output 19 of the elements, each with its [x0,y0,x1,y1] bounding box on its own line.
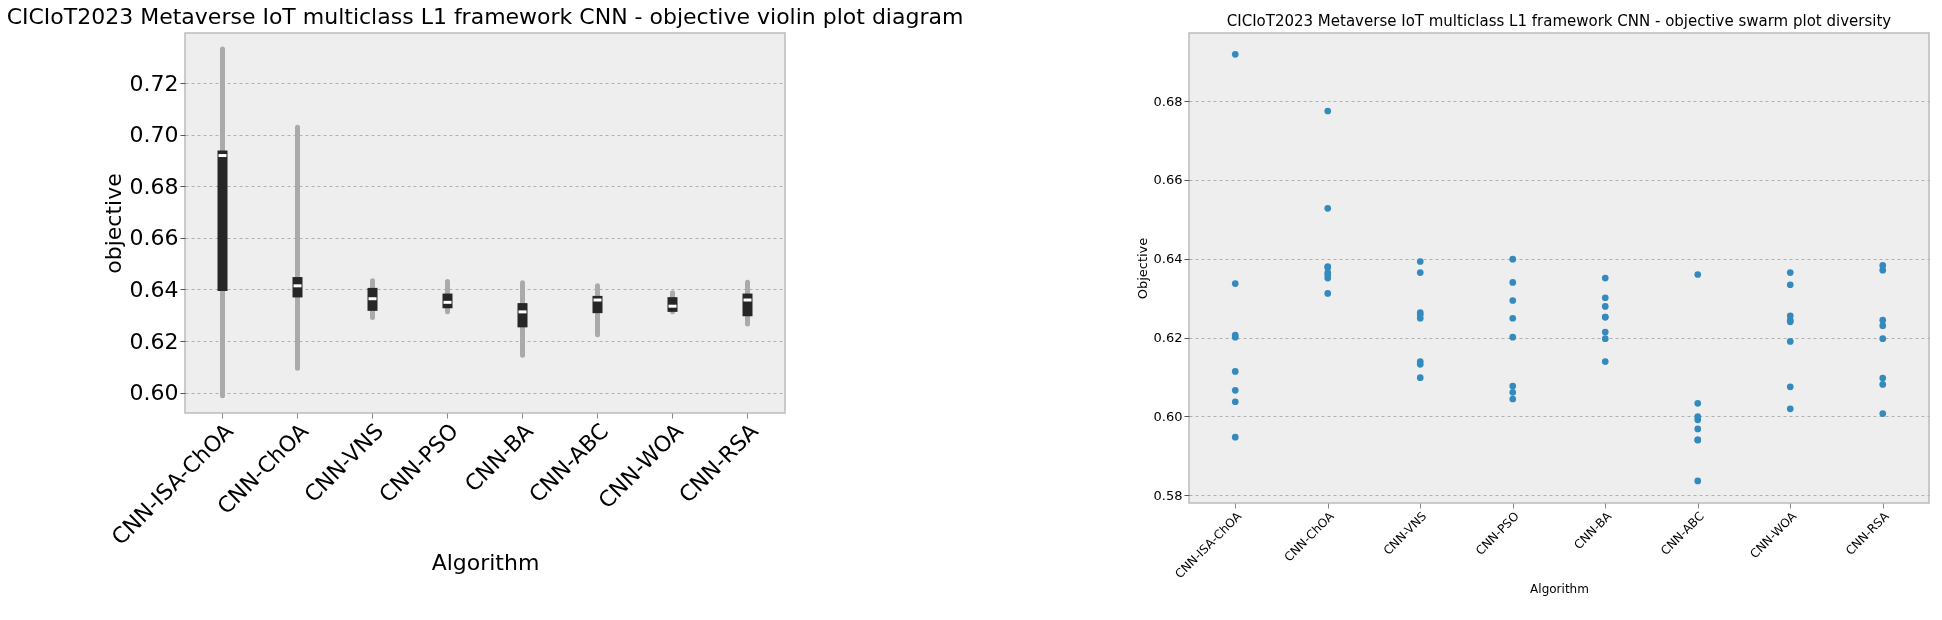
y-tick-label: 0.58 [1153,487,1183,503]
x-axis-title: Algorithm [431,550,540,576]
y-tick-label: 0.62 [129,328,179,354]
y-tick-label: 0.62 [1153,330,1183,346]
chart-title: CICIoT2023 Metaverse IoT multiclass L1 framework CNN - objective violin plot diagram [6,4,964,29]
y-axis-title: objective [100,173,126,274]
y-tick-label: 0.68 [1153,93,1183,109]
y-tick-label: 0.72 [129,70,179,96]
x-axis-title: Algorithm [1530,582,1589,597]
chart-title: CICIoT2023 Metaverse IoT multiclass L1 framework CNN - objective swarm plot diversity [1226,12,1892,30]
y-tick-label: 0.70 [129,122,179,148]
y-axis-title: Objective [1134,237,1150,300]
y-tick-label: 0.66 [129,225,179,251]
y-tick-label: 0.68 [129,173,179,199]
y-tick-label: 0.60 [129,380,179,406]
y-tick-label: 0.60 [1153,408,1183,424]
y-tick-label: 0.66 [1153,172,1183,188]
y-tick-label: 0.64 [1153,251,1183,267]
y-tick-label: 0.64 [129,276,179,302]
